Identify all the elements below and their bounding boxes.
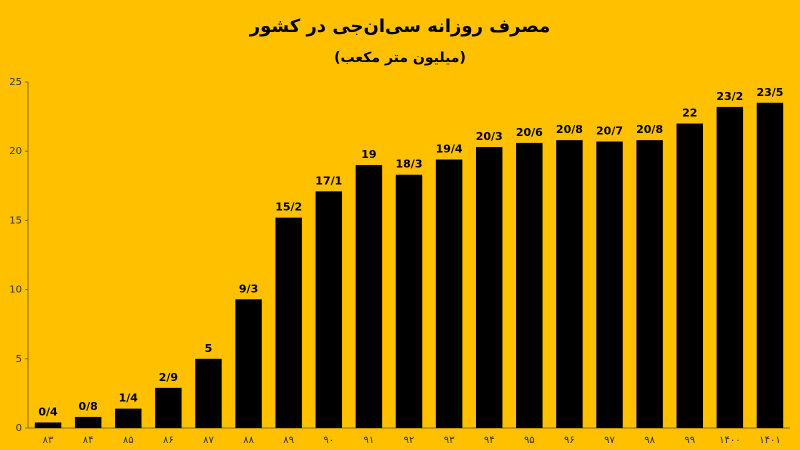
chart-subtitle: (میلیون متر مکعب) [334, 50, 466, 66]
x-tick-label: ۸۷ [203, 435, 214, 446]
value-label: 0/4 [38, 405, 58, 418]
bar [195, 358, 222, 428]
y-tick-label: 0 [16, 423, 22, 434]
bar [435, 159, 463, 428]
bar [155, 387, 182, 428]
y-tick-label: 20 [9, 146, 22, 157]
chart-title: مصرف روزانه سی‌ان‌جی در کشور [249, 16, 550, 37]
value-label: 0/8 [78, 400, 97, 413]
x-tick-label: ۱۴۰۱ [759, 435, 780, 446]
y-tick-label: 10 [9, 285, 22, 296]
y-tick-label: 15 [9, 215, 22, 226]
value-label: 15/2 [275, 201, 302, 214]
x-tick-label: ۹۶ [564, 435, 575, 446]
value-label: 18/3 [396, 158, 423, 171]
y-tick-label: 5 [16, 354, 22, 365]
x-tick-label: ۹۱ [364, 435, 375, 446]
value-label: 20/6 [516, 126, 543, 139]
bar [556, 140, 583, 429]
bar [315, 191, 343, 428]
x-tick-label: ۹۲ [404, 435, 415, 446]
x-tick-label: ۹۷ [604, 435, 615, 446]
value-label: 2/9 [159, 371, 178, 384]
value-label: 19/4 [436, 143, 463, 156]
bar [716, 106, 744, 429]
x-tick-label: ۹۵ [524, 435, 535, 446]
value-label: 1/4 [119, 392, 139, 405]
x-tick-label: ۱۴۰۰ [719, 435, 740, 446]
value-label: 17/1 [315, 174, 342, 187]
bar [275, 217, 302, 428]
x-tick-label: ۹۸ [644, 435, 655, 446]
x-tick-label: ۹۰ [323, 435, 334, 446]
x-tick-label: ۸۸ [243, 435, 254, 446]
x-tick-label: ۸۵ [123, 435, 134, 446]
y-tick-label: 25 [9, 77, 22, 88]
value-label: 9/3 [239, 282, 258, 295]
x-tick-label: ۸۴ [83, 435, 94, 446]
value-label: 20/7 [596, 125, 623, 138]
value-label: 20/8 [556, 123, 583, 136]
value-label: 23/2 [716, 90, 743, 103]
value-label: 5 [205, 342, 213, 355]
x-tick-label: ۹۴ [484, 435, 495, 446]
x-tick-label: ۸۹ [283, 435, 294, 446]
x-tick-label: ۸۳ [43, 435, 54, 446]
bar [756, 102, 784, 428]
value-label: 20/3 [476, 130, 503, 143]
value-label: 19 [361, 148, 376, 161]
x-tick-label: ۹۹ [684, 435, 695, 446]
bar [636, 140, 663, 429]
bar [115, 408, 142, 428]
value-label: 22 [682, 107, 697, 120]
bar [395, 174, 423, 428]
x-tick-label: ۹۳ [444, 435, 455, 446]
bar [475, 147, 503, 428]
bar [676, 123, 703, 429]
bar [355, 165, 383, 429]
bar [34, 422, 62, 428]
bar [235, 299, 262, 428]
x-tick-label: ۸۶ [163, 435, 174, 446]
value-label: 20/8 [636, 123, 663, 136]
bar [596, 141, 623, 428]
value-label: 23/5 [756, 86, 783, 99]
bar [74, 416, 102, 428]
bar [516, 142, 543, 428]
